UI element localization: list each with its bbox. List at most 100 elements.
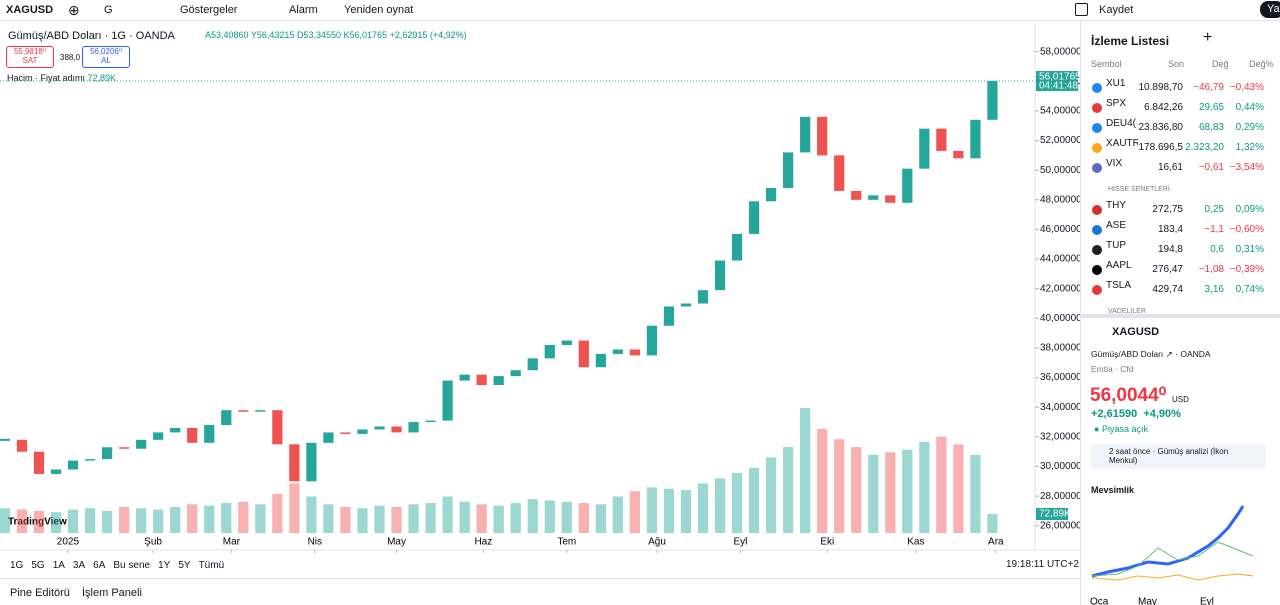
volume-bar — [765, 457, 777, 533]
x-tick-label: Nis — [308, 537, 322, 548]
news-card[interactable]: 2 saat önce · Gümüş analizi (İkon Menkul… — [1091, 444, 1266, 469]
details-category: Emtia · Cfd — [1091, 364, 1134, 374]
candle — [153, 432, 164, 440]
candle — [629, 349, 641, 356]
volume-bar — [33, 510, 45, 533]
legend-ohlc: A53,40860 Y56,43215 D53,34550 K56,01765 … — [205, 30, 467, 40]
watchlist-row[interactable]: TSLA 429,74 3,16 0,74% — [1082, 280, 1278, 300]
range-button[interactable]: 6A — [93, 560, 106, 571]
interval-button[interactable]: G — [104, 4, 113, 16]
watchlist-title[interactable]: İzleme Listesi — [1091, 34, 1170, 48]
last: 6.842,26 — [1144, 102, 1183, 113]
candle — [170, 427, 181, 433]
candle — [238, 410, 249, 412]
y-tick-label: 52,000000 — [1040, 135, 1080, 146]
watchlist-row[interactable]: TUP 194,8 0,6 0,31% — [1082, 240, 1278, 260]
candle — [442, 380, 453, 421]
watchlist-row[interactable]: SPX 6.842,26 29,65 0,44% — [1082, 98, 1278, 118]
volume-bar — [697, 483, 709, 533]
watchlist-row[interactable]: AAPL 276,47 −1,08 −0,39% — [1082, 260, 1278, 280]
layout-icon[interactable] — [1075, 3, 1088, 16]
range-button[interactable]: 1G — [10, 560, 24, 571]
y-tick-label: 30,000000 — [1040, 461, 1080, 472]
sell-button[interactable]: 55,9818⁰ SAT — [6, 46, 54, 68]
watchlist-row[interactable]: ASE 183,4 −1,1 −0,60% — [1082, 220, 1278, 240]
add-symbol[interactable]: ⊕ — [68, 2, 80, 18]
symbol-button[interactable]: XAGUSD — [6, 4, 54, 16]
watchlist-row[interactable]: DEU4(23.836,80 68,83 0,29% — [1082, 118, 1278, 138]
range-button[interactable]: 1A — [52, 560, 65, 571]
change: 68,83 — [1198, 122, 1224, 133]
symbol: VIX — [1106, 158, 1123, 169]
change-pct: 0,31% — [1235, 244, 1264, 255]
spread: 388,0 — [60, 53, 81, 62]
y-tick-label: 48,000000 — [1040, 194, 1080, 205]
last: 23.836,80 — [1138, 122, 1184, 133]
y-tick-label: 26,000000 — [1040, 520, 1080, 531]
add-button[interactable]: + — [1203, 29, 1213, 46]
range-button[interactable]: 3A — [72, 560, 86, 571]
change: +2,61590 — [1091, 408, 1138, 420]
countdown: 04:41:48 — [1039, 81, 1078, 92]
candle — [970, 119, 981, 159]
range-button[interactable]: Bu sene — [113, 560, 151, 571]
volume-bar — [595, 504, 606, 533]
alert-button[interactable]: Alarm — [289, 4, 318, 16]
publish-button[interactable]: Yay — [1260, 1, 1280, 18]
change: 0,6 — [1210, 244, 1224, 255]
last: 276,47 — [1152, 264, 1183, 275]
status: Piyasa açık — [1101, 424, 1148, 434]
range-button[interactable]: Tümü — [198, 560, 225, 571]
volume-bar — [221, 503, 232, 533]
open: A53,40860 — [205, 30, 249, 40]
volume-bar — [800, 408, 811, 533]
x-tick-label: Eki — [820, 537, 834, 548]
y-tick-label: 44,000000 — [1040, 254, 1080, 265]
volume-bar — [987, 514, 998, 533]
volume-bar — [885, 452, 896, 533]
volume-bar — [953, 444, 964, 533]
symbol-icon — [1092, 285, 1102, 295]
volume-bar — [153, 509, 164, 533]
replay-button[interactable]: Yeniden oynat — [344, 4, 414, 16]
candle — [493, 376, 504, 386]
y-tick-label: 32,000000 — [1040, 432, 1080, 443]
watchlist-row[interactable]: XAUTR 178.696,5 2.323,20 1,32% — [1082, 138, 1278, 158]
volume-bar — [851, 447, 862, 533]
range-button[interactable]: 5G — [31, 560, 45, 571]
candle — [136, 439, 147, 449]
volume-bar — [101, 510, 113, 533]
change-pct: 0,44% — [1235, 102, 1264, 113]
candle — [221, 410, 232, 426]
volume-bar — [680, 490, 692, 533]
candle — [748, 201, 760, 234]
buy-button[interactable]: 56,0206⁰ AL — [82, 46, 130, 68]
watchlist-row[interactable]: THY 272,75 0,25 0,09% — [1082, 200, 1278, 220]
range-button[interactable]: 5Y — [178, 560, 191, 571]
indicators-button[interactable]: Göstergeler — [180, 4, 238, 16]
range-button[interactable]: 1Y — [158, 560, 171, 571]
x-tick-label: Şub — [144, 537, 162, 548]
candle — [374, 426, 385, 430]
toolbar — [0, 0, 1280, 21]
x-tick-label: Haz — [474, 537, 492, 548]
volume-bar — [272, 493, 283, 533]
change: 2.323,20 — [1185, 142, 1224, 153]
watchlist-row[interactable]: VIX 16,61 −0,61 −3,54% — [1082, 158, 1278, 178]
candle — [800, 116, 811, 153]
details-change: +2,61590 +4,90% — [1091, 408, 1181, 420]
volume-bar — [374, 505, 385, 533]
tab[interactable]: İşlem Paneli — [82, 587, 142, 599]
seasonal-line — [1091, 573, 1254, 581]
symbol: SPX — [1106, 98, 1127, 109]
y-tick-label: 40,000000 — [1040, 313, 1080, 324]
volume-bar — [527, 499, 538, 533]
save-button[interactable]: Kaydet — [1099, 4, 1134, 16]
change: +2,62915 (+4,92%) — [389, 30, 467, 40]
details-currency: USD — [1172, 395, 1189, 404]
volume-title: Hacim · Fiyat adımı — [7, 73, 86, 83]
tab[interactable]: Pine Editörü — [10, 587, 70, 599]
watchlist-row[interactable]: XU1 10.898,70 −46,79 −0,43% — [1082, 78, 1278, 98]
change: 29,65 — [1198, 102, 1224, 113]
candle — [408, 422, 419, 433]
